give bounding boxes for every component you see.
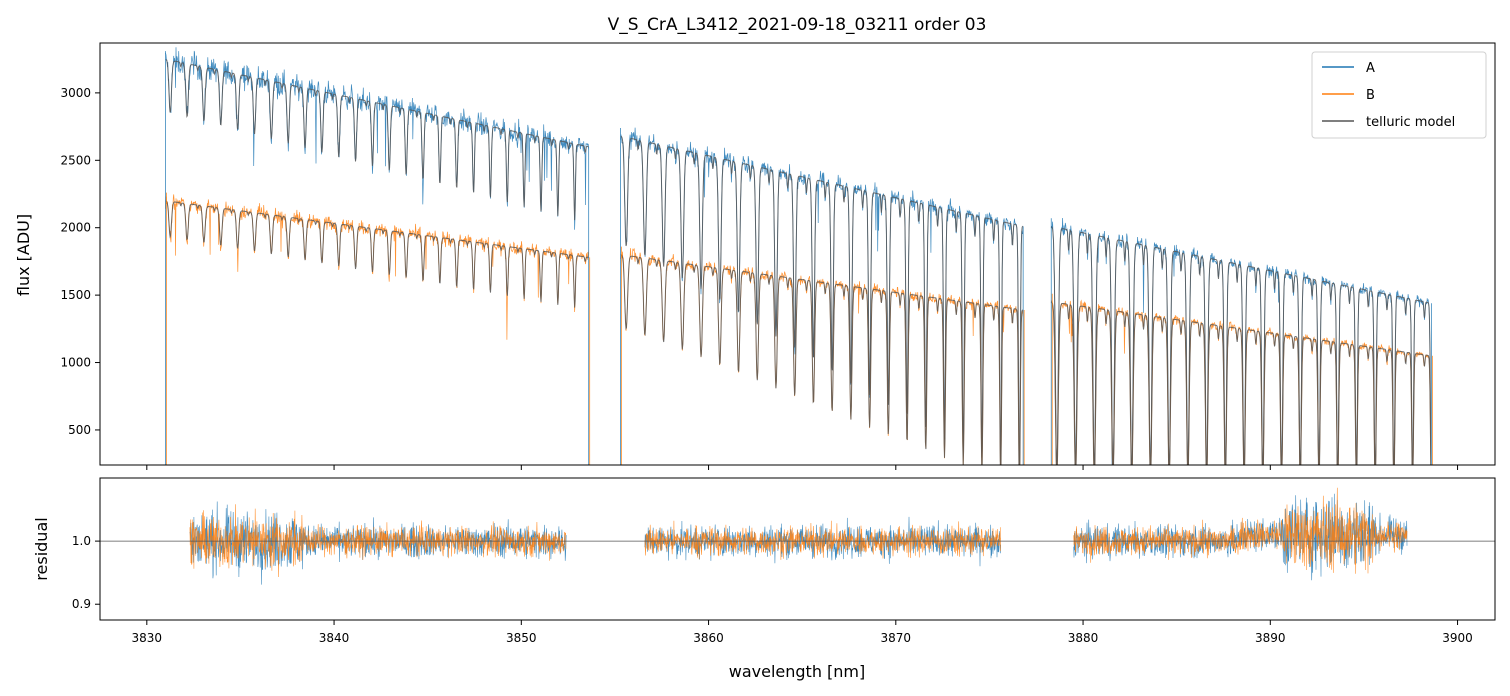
residual-B-segment-1	[189, 504, 567, 578]
residual-axes-frame	[99, 477, 1496, 621]
residual-y-tick-label: 0.9	[72, 597, 91, 611]
telluric-model-A-segment-1	[165, 58, 589, 221]
spectrum-y-tick-label: 1500	[60, 288, 91, 302]
series-A-segment-2	[620, 127, 1024, 465]
telluric-model-B-segment-1	[165, 200, 589, 308]
spectrum-y-tick-label: 2500	[60, 153, 91, 167]
x-tick-label: 3900	[1442, 631, 1473, 645]
legend-label-1: A	[1366, 61, 1375, 76]
residual-plot-area	[189, 487, 1408, 585]
legend-label-2: B	[1366, 88, 1375, 103]
spectrum-y-tick-label: 500	[68, 423, 91, 437]
x-axis-label: wavelength [nm]	[729, 662, 866, 681]
residual-panel: 0.9 1.0 3830 3840 3850 3860 3870 3880 3890 3900	[72, 477, 1496, 645]
residual-B-segment-3	[1073, 487, 1408, 574]
telluric-model-A-segment-3	[1050, 226, 1432, 465]
x-tick-label: 3830	[132, 631, 163, 645]
spectrum-y-tick-label: 2000	[60, 221, 91, 235]
chart-title: V_S_CrA_L3412_2021-09-18_03211 order 03	[608, 15, 987, 35]
spectrum-y-tick-label: 1000	[60, 356, 91, 370]
residual-B-segment-2	[644, 520, 1001, 560]
telluric-model-A-segment-2	[620, 135, 1024, 465]
spectrum-axes-frame	[99, 42, 1496, 466]
legend-box	[1311, 51, 1487, 139]
telluric-model-B-segment-2	[620, 254, 1024, 465]
x-tick-label: 3860	[693, 631, 724, 645]
x-tick-label: 3870	[881, 631, 912, 645]
legend-label-3: telluric model	[1366, 115, 1455, 130]
spectrum-y-axis-label: flux [ADU]	[14, 214, 33, 296]
x-tick-label: 3850	[506, 631, 537, 645]
residual-y-axis-label: residual	[32, 517, 51, 580]
telluric-model-B-segment-3	[1050, 301, 1432, 465]
spectrum-plot-area	[165, 47, 1433, 465]
residual-y-tick-label: 1.0	[72, 534, 91, 548]
x-tick-label: 3840	[319, 631, 350, 645]
spectrum-y-tick-label: 3000	[60, 86, 91, 100]
x-tick-label: 3880	[1068, 631, 1099, 645]
series-A-segment-1	[165, 47, 590, 230]
x-tick-label: 3890	[1255, 631, 1286, 645]
